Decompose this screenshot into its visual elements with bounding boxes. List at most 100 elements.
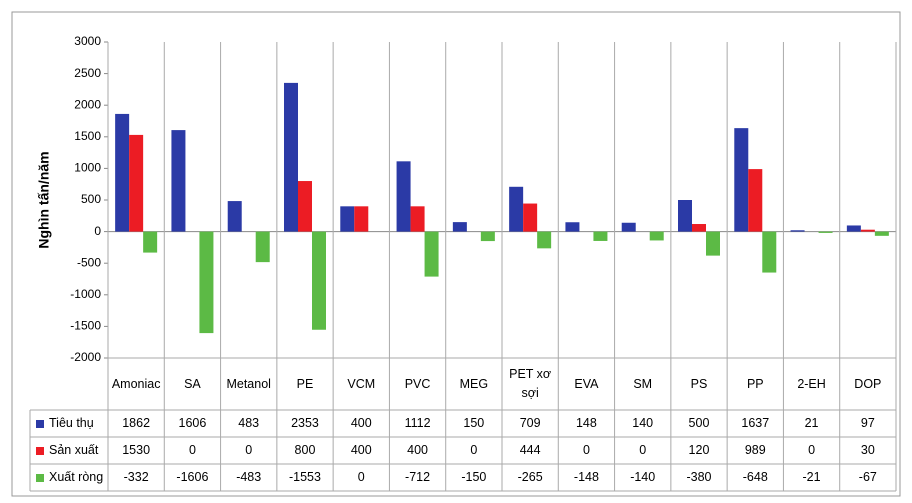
table-value: 444 <box>519 443 541 458</box>
y-tick-label: -1000 <box>70 287 101 301</box>
bar <box>396 161 411 232</box>
bar <box>818 231 833 233</box>
bar <box>424 231 439 277</box>
legend-entry: Tiêu thụ <box>30 410 108 437</box>
bar <box>649 231 664 241</box>
table-value: 400 <box>407 443 428 458</box>
y-tick-label: 2000 <box>74 97 101 111</box>
table-value: 483 <box>238 416 260 431</box>
table-value: 30 <box>860 443 875 458</box>
table-value: 120 <box>688 443 710 458</box>
table-value: 1862 <box>122 416 151 431</box>
table-value: 140 <box>632 416 654 431</box>
bar <box>509 186 524 232</box>
bar <box>298 181 312 232</box>
table-value: -1606 <box>176 470 209 485</box>
table-value: -150 <box>461 470 487 485</box>
bar <box>227 201 242 232</box>
bar <box>846 225 861 232</box>
bar <box>284 82 298 232</box>
table-value: 989 <box>744 443 766 458</box>
bar <box>129 134 144 232</box>
bar <box>410 206 425 232</box>
table-value: -67 <box>858 470 877 485</box>
bar <box>523 203 538 232</box>
category-label: SA <box>184 376 201 391</box>
table-value: -140 <box>630 470 656 485</box>
legend-swatch <box>36 473 44 482</box>
bar <box>199 231 214 334</box>
bar <box>748 169 763 232</box>
legend-swatch <box>36 419 44 428</box>
table-value: -380 <box>686 470 712 485</box>
legend-entry: Sản xuất <box>30 437 108 464</box>
bar <box>860 229 875 232</box>
table-value: 1637 <box>741 416 770 431</box>
table-value: -148 <box>573 470 599 485</box>
bar <box>143 231 158 253</box>
table-value: 150 <box>463 416 485 431</box>
table-value: -265 <box>517 470 543 485</box>
bar <box>312 231 326 330</box>
bar <box>692 224 706 232</box>
bar <box>706 231 720 256</box>
category-label: MEG <box>459 376 489 391</box>
legend-swatch <box>36 446 44 455</box>
table-value: 800 <box>294 443 316 458</box>
bar <box>790 230 805 232</box>
legend-entry: Xuất ròng <box>30 464 108 491</box>
table-value: 0 <box>470 443 478 458</box>
table-value: 0 <box>582 443 590 458</box>
table-value: 1112 <box>404 416 431 431</box>
category-label: 2-EH <box>797 376 826 391</box>
category-label: PVC <box>404 376 431 391</box>
bar <box>593 231 608 241</box>
legend-label: Xuất ròng <box>49 470 104 485</box>
table-value: 400 <box>350 416 372 431</box>
y-tick-label: 500 <box>81 192 101 206</box>
table-value: 0 <box>245 443 253 458</box>
legend-label: Sản xuất <box>49 443 99 458</box>
y-axis-label: Nghìn tấn/năm <box>36 151 52 248</box>
bar <box>762 231 777 273</box>
category-label: PS <box>690 376 708 391</box>
table-value: 709 <box>519 416 541 431</box>
table-value: 1530 <box>122 443 151 458</box>
y-tick-label: 0 <box>94 224 101 238</box>
bar <box>678 200 692 232</box>
category-label: Amoniac <box>111 376 161 391</box>
y-tick-label: -1500 <box>70 319 101 333</box>
table-value: 0 <box>188 443 196 458</box>
table-value: 0 <box>808 443 816 458</box>
bar <box>452 222 467 232</box>
table-value: -648 <box>742 470 768 485</box>
category-label: Metanol <box>226 376 271 391</box>
table-value: -712 <box>405 470 431 485</box>
y-tick-label: 2500 <box>74 66 101 80</box>
bar <box>537 231 552 249</box>
table-value: 97 <box>860 416 875 431</box>
table-value: 400 <box>350 443 372 458</box>
y-tick-label: 1500 <box>74 129 101 143</box>
table-value: 1606 <box>178 416 207 431</box>
category-label: DOP <box>854 376 882 391</box>
bar <box>874 231 889 236</box>
category-label: PP <box>746 376 764 391</box>
legend-label: Tiêu thụ <box>49 416 94 431</box>
category-label: PET xơ sợi <box>509 367 552 400</box>
table-value: -483 <box>236 470 262 485</box>
bar <box>340 206 355 232</box>
frame <box>11 11 901 497</box>
table-value: 500 <box>688 416 710 431</box>
category-label: PE <box>296 376 314 391</box>
table-value: -332 <box>123 470 149 485</box>
bar <box>255 231 270 263</box>
table-value: 2353 <box>291 416 319 431</box>
bar <box>115 113 130 232</box>
category-label: SM <box>633 376 653 391</box>
table-value: 21 <box>804 416 819 431</box>
y-tick-label: 1000 <box>74 161 101 175</box>
category-label: VCM <box>347 376 376 391</box>
table-value: -21 <box>802 470 821 485</box>
